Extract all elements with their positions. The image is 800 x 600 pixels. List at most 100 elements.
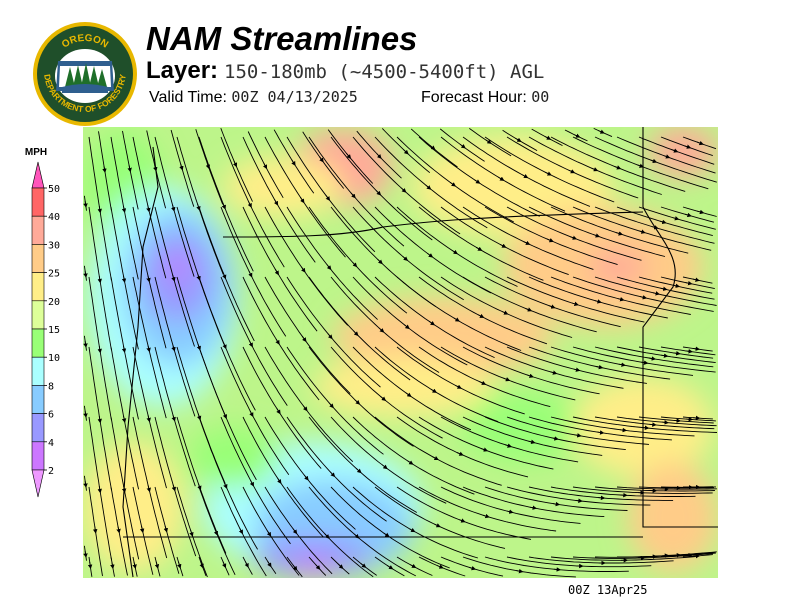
- streamline-arrow: [451, 249, 458, 255]
- streamline-arrow: [83, 410, 88, 418]
- streamline-arrow: [575, 498, 583, 503]
- streamline-arrow: [684, 212, 692, 218]
- streamline-arrow: [529, 505, 538, 510]
- streamline-arrow: [146, 205, 151, 213]
- streamline-arrow: [652, 291, 660, 296]
- legend-swatch: [31, 441, 45, 471]
- legend-label: 25: [48, 269, 60, 280]
- streamline-arrow: [300, 266, 306, 273]
- legend-label: 50: [48, 184, 60, 195]
- streamline-arrow: [291, 159, 296, 167]
- streamline-arrow: [356, 468, 362, 474]
- streamline-arrow: [171, 484, 177, 492]
- streamline-arrow: [571, 301, 579, 306]
- streamline-arrow: [97, 416, 102, 424]
- streamline-arrow: [83, 550, 88, 558]
- streamline-arrow: [570, 235, 578, 240]
- streamline-arrow: [97, 276, 102, 284]
- streamline-arrow: [327, 333, 333, 340]
- streamline-arrow: [481, 447, 489, 452]
- streamline-arrow: [430, 388, 438, 393]
- streamline-arrow: [248, 340, 253, 348]
- streamline-arrow: [673, 351, 681, 356]
- streamline-arrow: [697, 209, 705, 215]
- streamline-arrow: [267, 560, 272, 568]
- streamline-arrow: [407, 460, 414, 465]
- legend-swatch: [31, 187, 45, 217]
- streamline-arrow: [248, 270, 253, 278]
- streamline-arrow: [547, 238, 554, 243]
- streamline-arrow: [97, 346, 102, 354]
- streamline-arrow: [213, 528, 219, 536]
- streamline-arrow: [503, 377, 511, 382]
- legend-swatch: [31, 272, 45, 302]
- streamline-arrow: [598, 129, 605, 134]
- streamline-arrow: [221, 202, 226, 210]
- legend-swatch: [31, 356, 45, 386]
- forecast-hour: Forecast Hour: 00: [421, 88, 549, 107]
- streamline-arrow: [179, 163, 184, 171]
- streamline-arrow: [171, 204, 176, 212]
- streamline-arrow: [222, 342, 227, 350]
- streamline-arrow: [102, 165, 107, 174]
- streamline-arrow: [177, 561, 182, 569]
- streamline-arrow: [262, 162, 268, 170]
- streamline-arrow: [649, 422, 657, 427]
- streamline-arrow: [468, 565, 477, 571]
- oregon-department-of-forestry-logo: OREGON DEPARTMENT OF FORESTRY: [33, 22, 137, 126]
- streamline-arrow: [324, 533, 330, 539]
- streamline-arrow: [383, 532, 390, 538]
- legend-unit: MPH: [25, 147, 47, 158]
- streamline-arrow: [273, 199, 279, 206]
- streamline-arrow: [400, 187, 407, 193]
- streamline-arrow: [249, 410, 254, 418]
- streamline-arrow: [638, 229, 646, 234]
- valid-time-label: Valid Time:: [149, 89, 227, 106]
- streamline-arrow: [92, 526, 98, 534]
- streamline-arrow: [402, 255, 409, 261]
- streamline-arrow: [427, 252, 434, 258]
- streamline-arrow: [459, 143, 466, 149]
- streamline-arrow: [171, 414, 176, 422]
- streamline-arrow: [696, 140, 704, 146]
- forecast-hour-label: Forecast Hour:: [421, 89, 527, 106]
- streamline-arrow: [360, 563, 367, 568]
- streamline-arrow: [222, 412, 228, 420]
- streamline-arrow: [132, 561, 137, 569]
- legend-swatch: [31, 300, 45, 330]
- streamline-arrow: [97, 486, 102, 494]
- streamline-arrow: [222, 272, 227, 280]
- streamline-arrow: [127, 165, 132, 173]
- streamline-arrow: [617, 297, 625, 302]
- streamline-arrow: [551, 436, 559, 441]
- streamline-arrow: [594, 299, 602, 304]
- streamline-arrow: [378, 327, 385, 333]
- streamline-arrow: [449, 182, 457, 187]
- streamline-arrow: [83, 480, 88, 488]
- streamline-arrow: [354, 399, 361, 405]
- idaho-border: [642, 127, 718, 528]
- streamline-arrow: [403, 149, 409, 155]
- streamline-arrow: [83, 270, 88, 278]
- streamline-arrow: [474, 179, 481, 184]
- streamline-arrow: [266, 530, 272, 537]
- wind-speed-field: [83, 127, 718, 577]
- legend-over-triangle: [31, 161, 45, 189]
- layer-info: Layer: 150-180mb (~4500-5400ft) AGL: [146, 57, 544, 85]
- streamline-arrow: [274, 268, 279, 276]
- legend-swatch: [31, 215, 45, 245]
- streamline-arrow: [276, 408, 281, 415]
- streamline-arrow: [121, 415, 127, 424]
- streamline-arrow: [300, 197, 305, 204]
- streamline-arrow: [436, 564, 444, 569]
- streamline-arrow: [146, 415, 151, 423]
- streamline-arrow: [205, 162, 211, 170]
- streamline-arrow: [121, 275, 127, 284]
- streamline-arrow: [593, 233, 601, 238]
- streamline-arrow: [597, 430, 605, 435]
- streamline-arrow: [641, 360, 649, 365]
- streamline-arrow: [432, 455, 439, 461]
- streamline-arrow: [475, 246, 483, 251]
- streamline-arrow: [153, 164, 158, 172]
- color-legend: MPH 50 40 30 25 20 15 10 8 6 4 2: [25, 147, 60, 498]
